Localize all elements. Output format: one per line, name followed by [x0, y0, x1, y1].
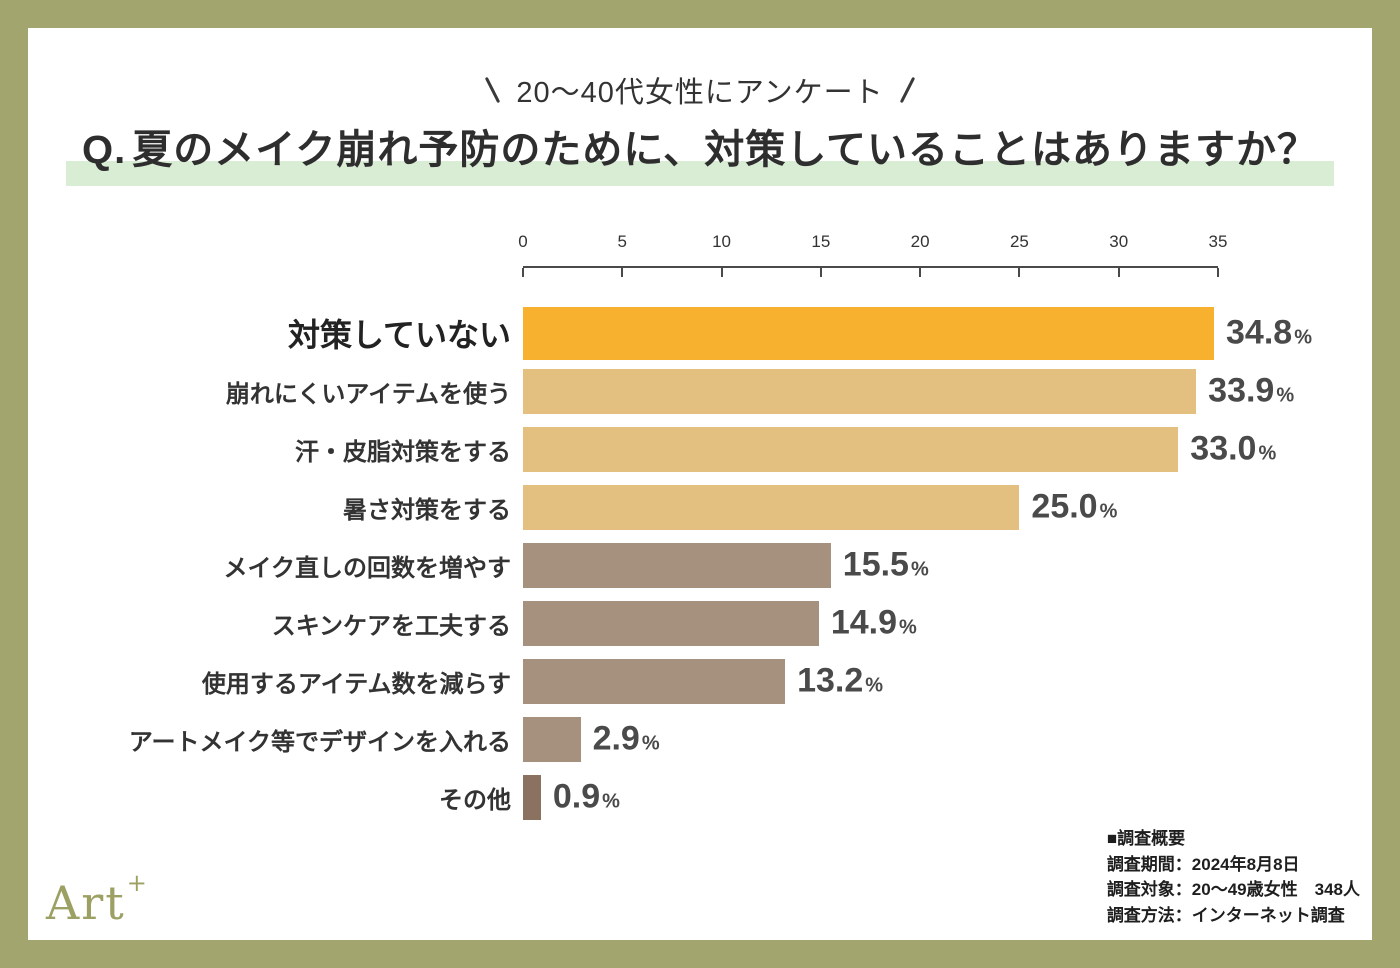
axis-tick-label: 30: [1109, 232, 1129, 251]
value-label: 25.0%: [1031, 487, 1118, 526]
axis-tick-label: 35: [1208, 232, 1228, 251]
category-label: 暑さ対策をする: [343, 496, 511, 524]
value-label: 15.5%: [842, 545, 929, 584]
survey-period: 調査期間：2024年8月8日: [1106, 854, 1300, 874]
title-q-prefix: Q.: [81, 128, 127, 172]
bar-zone: 33.9%: [523, 362, 1294, 420]
category-label: メイク直しの回数を増やす: [223, 554, 511, 582]
title-highlight: [66, 161, 1334, 186]
bar: [523, 600, 819, 646]
chart-row: 使用するアイテム数を減らす 13.2%: [28, 652, 1372, 710]
survey-method: 調査方法：インターネット調査: [1106, 905, 1345, 925]
bar: [523, 368, 1197, 414]
survey-subject: 調査対象：20〜49歳女性 348人: [1106, 880, 1360, 899]
bar-zone: 13.2%: [523, 652, 1218, 710]
axis-tick-mark: [1018, 268, 1021, 277]
chart-row: 汗・皮脂対策をする 33.0%: [28, 420, 1372, 478]
x-axis: 0 5 10 15 20 25 30 35: [518, 230, 1227, 277]
axis-tick-mark: [919, 268, 922, 277]
bar-zone: 15.5%: [523, 536, 1218, 594]
axis-tick-label: 25: [1009, 232, 1029, 251]
category-label: 崩れにくいアイテムを使う: [225, 380, 511, 408]
axis-tick-mark: [720, 268, 723, 277]
chart-row: スキンケアを工夫する 14.9%: [28, 594, 1372, 652]
category-label: 使用するアイテム数を減らす: [201, 670, 511, 698]
page-title: Q. 夏のメイク崩れ予防のために、対策していることはありますか？: [28, 120, 1372, 180]
axis-tick-mark: [1217, 268, 1219, 277]
axis-tick-mark: [1117, 268, 1120, 277]
chart-row: その他 0.9%: [28, 768, 1372, 826]
axis-tick-label: 20: [910, 232, 930, 251]
axis-tick-label: 5: [617, 232, 628, 251]
category-label: アートメイク等でデザインを入れる: [128, 728, 511, 756]
axis-tick-mark: [819, 268, 822, 277]
chart-row: アートメイク等でデザインを入れる 2.9%: [28, 710, 1372, 768]
axis-tick-label: 0: [518, 232, 528, 251]
category-label: 汗・皮脂対策をする: [295, 438, 511, 466]
chart-row: 対策していない 34.8%: [28, 304, 1372, 362]
value-label: 14.9%: [830, 603, 917, 642]
content: 20〜40代女性にアンケート Q. 夏のメイク崩れ予防のために、対策していることは…: [28, 28, 1372, 940]
bar-zone: 33.0%: [523, 420, 1276, 478]
title-text: 夏のメイク崩れ予防のために、対策していることはありますか？: [132, 128, 1319, 172]
bar: [523, 716, 581, 762]
decorative-slash-left-icon: [485, 76, 501, 104]
bar-zone: 0.9%: [523, 768, 1218, 826]
chart-row: 暑さ対策をする 25.0%: [28, 478, 1372, 536]
value-label: 13.2%: [797, 661, 884, 700]
axis-tick-label: 10: [712, 232, 732, 251]
decorative-slash-right-icon: [899, 76, 915, 104]
title-wrap: Q. 夏のメイク崩れ予防のために、対策していることはありますか？: [28, 120, 1372, 186]
category-label: スキンケアを工夫する: [271, 612, 511, 640]
chart-row: 崩れにくいアイテムを使う 33.9%: [28, 362, 1372, 420]
survey-overview: ■調査概要 調査期間：2024年8月8日 調査対象：20〜49歳女性 348人 …: [1107, 826, 1360, 928]
category-label: 対策していない: [287, 317, 511, 353]
axis-tick-mark: [522, 268, 524, 277]
bar: [523, 658, 786, 704]
axis-tick-label: 15: [811, 232, 831, 251]
bar: [523, 542, 831, 588]
subtitle: 20〜40代女性にアンケート: [516, 77, 884, 109]
value-label: 33.9%: [1208, 371, 1295, 410]
brand-logo: Art+: [46, 869, 149, 930]
subtitle-row: 20〜40代女性にアンケート: [28, 70, 1372, 110]
bar-zone: 2.9%: [523, 710, 1218, 768]
value-label: 34.8%: [1226, 313, 1312, 352]
bar-zone: 14.9%: [523, 594, 1218, 652]
category-label: その他: [439, 786, 511, 814]
bar-zone: 34.8%: [523, 304, 1312, 362]
bar: [523, 774, 541, 820]
value-label: 2.9%: [592, 719, 660, 758]
bar: [523, 484, 1020, 530]
value-label: 0.9%: [552, 777, 620, 816]
chart-row: メイク直しの回数を増やす 15.5%: [28, 536, 1372, 594]
logo-plus: +: [126, 869, 149, 897]
bar-rows: 対策していない 34.8% 崩れにくいアイテムを使う 33.9% 汗・皮脂対策をする 33…: [28, 304, 1372, 826]
bar: [523, 426, 1179, 472]
bar-chart: 0 5 10 15 20 25 30 35 対策していない 34.8% 崩れにくいアイテムを使う 3…: [28, 230, 1372, 826]
bar-zone: 25.0%: [523, 478, 1218, 536]
bar: [523, 306, 1215, 360]
logo-text: Art: [46, 876, 126, 930]
axis-tick-mark: [621, 268, 624, 277]
value-label: 33.0%: [1190, 429, 1277, 468]
survey-heading: ■調査概要: [1106, 829, 1186, 848]
